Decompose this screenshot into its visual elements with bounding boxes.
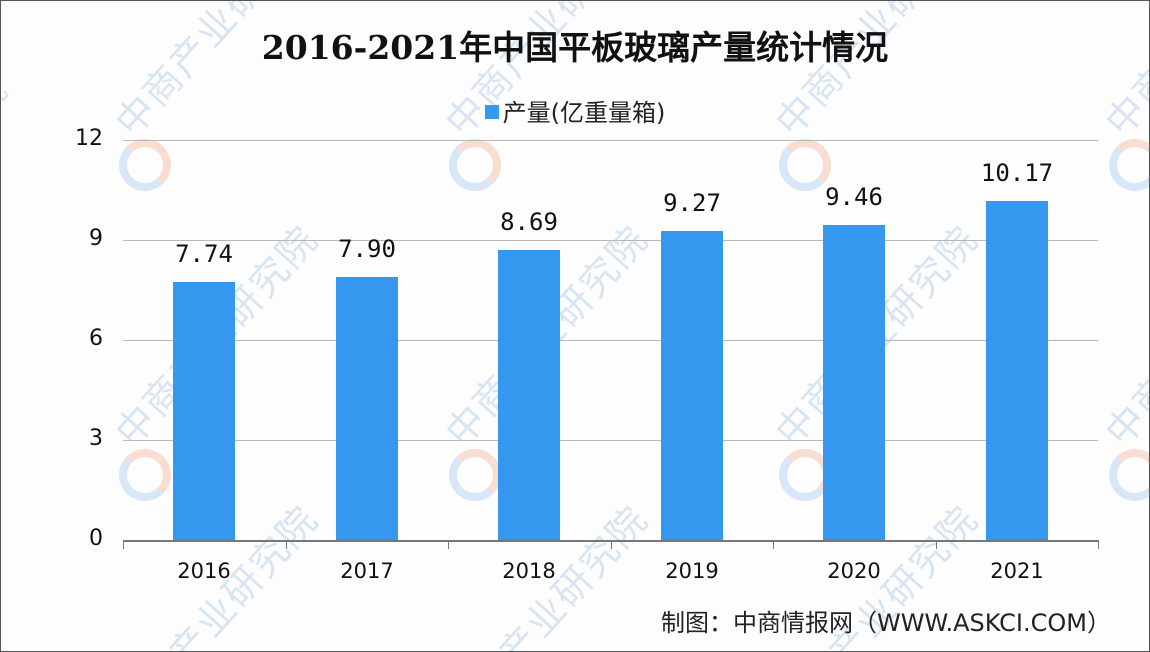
bar-2018 <box>498 250 560 540</box>
source-note: 制图：中商情报网（WWW.ASKCI.COM） <box>661 609 1111 637</box>
x-tick-label: 2019 <box>665 559 719 583</box>
legend-swatch-icon <box>484 105 499 119</box>
x-tick-label: 2021 <box>990 559 1044 583</box>
x-tick-label: 2016 <box>177 559 231 583</box>
x-tick-mark <box>773 540 774 549</box>
x-tick-label: 2018 <box>502 559 556 583</box>
gridline <box>123 440 1098 441</box>
x-tick-mark <box>1098 540 1099 549</box>
bar-2021 <box>986 201 1048 540</box>
x-tick-mark <box>286 540 287 549</box>
bar-2017 <box>336 276 398 540</box>
legend: 产量(亿重量箱) <box>1 93 1149 128</box>
y-tick-label: 3 <box>89 426 103 451</box>
data-label: 9.46 <box>825 182 883 211</box>
x-tick-label: 2020 <box>827 559 881 583</box>
data-label: 7.90 <box>338 234 396 263</box>
bar-2020 <box>823 224 885 540</box>
bar-2019 <box>661 231 723 540</box>
gridline <box>123 240 1098 241</box>
x-axis <box>123 540 1098 542</box>
data-label: 10.17 <box>980 159 1054 187</box>
gridline <box>123 340 1098 341</box>
x-tick-label: 2017 <box>340 559 394 583</box>
x-tick-mark <box>123 540 124 549</box>
x-tick-mark <box>448 540 449 549</box>
data-label: 7.74 <box>175 240 233 268</box>
data-label: 9.27 <box>663 189 721 217</box>
chart-title: 2016-2021年中国平板玻璃产量统计情况 <box>261 28 889 67</box>
y-tick-label: 6 <box>89 326 103 351</box>
x-tick-mark <box>611 540 612 549</box>
bar-2016 <box>173 282 235 540</box>
legend-label: 产量(亿重量箱) <box>502 99 666 127</box>
y-tick-label: 9 <box>89 226 103 251</box>
y-tick-label: 0 <box>89 526 103 551</box>
data-label: 8.69 <box>500 208 558 237</box>
x-tick-mark <box>936 540 937 549</box>
gridline <box>123 140 1098 141</box>
y-tick-label: 12 <box>75 126 103 151</box>
